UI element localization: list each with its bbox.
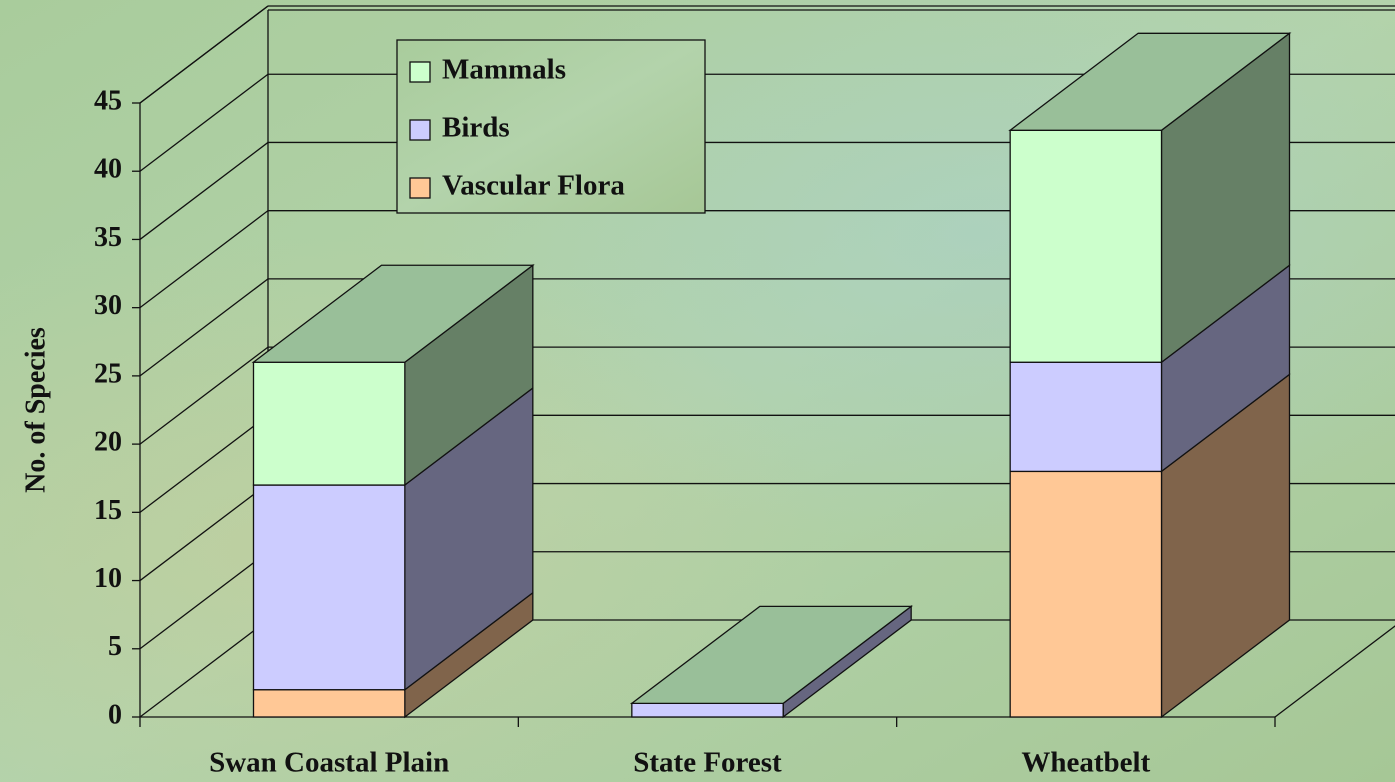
y-tick-label: 40 xyxy=(94,154,122,185)
grid-line xyxy=(139,551,269,650)
legend-label: Birds xyxy=(442,112,510,144)
y-tick-label: 45 xyxy=(94,85,122,116)
floor-edge xyxy=(1274,625,1395,718)
grid-line xyxy=(139,483,269,582)
y-tick-label: 15 xyxy=(94,495,122,526)
y-tick-label: 35 xyxy=(94,222,122,253)
grid-line xyxy=(139,73,269,172)
y-tick-label: 10 xyxy=(94,563,122,594)
grid-line xyxy=(139,278,269,377)
grid-line xyxy=(139,210,269,309)
legend-box xyxy=(396,39,706,214)
bar xyxy=(252,361,406,486)
legend-swatch xyxy=(409,119,431,141)
grid-line xyxy=(139,141,269,240)
bar xyxy=(252,689,406,718)
bar-top xyxy=(251,264,535,363)
x-tick-label: State Forest xyxy=(633,747,782,779)
legend-label: Vascular Flora xyxy=(442,170,625,202)
grid-line xyxy=(139,619,269,718)
bar xyxy=(1009,470,1163,718)
legend-swatch xyxy=(409,177,431,199)
legend-swatch xyxy=(409,61,431,83)
grid-line xyxy=(139,5,269,104)
bar xyxy=(1009,129,1163,363)
bar-top xyxy=(1008,32,1292,131)
y-axis-label: No. of Species xyxy=(20,327,51,493)
y-tick-label: 0 xyxy=(108,699,122,730)
grid-line xyxy=(139,414,269,513)
y-tick-label: 5 xyxy=(108,631,122,662)
bar xyxy=(1009,361,1163,473)
legend-label: Mammals xyxy=(442,54,566,86)
bar xyxy=(631,702,784,718)
y-tick-label: 20 xyxy=(94,427,122,458)
bar-top xyxy=(629,605,914,705)
x-tick-label: Wheatbelt xyxy=(1021,747,1150,779)
bar xyxy=(252,484,406,691)
y-tick-label: 25 xyxy=(94,358,122,389)
y-tick-label: 30 xyxy=(94,290,122,321)
grid-line xyxy=(139,346,269,445)
x-tick-label: Swan Coastal Plain xyxy=(209,747,449,779)
